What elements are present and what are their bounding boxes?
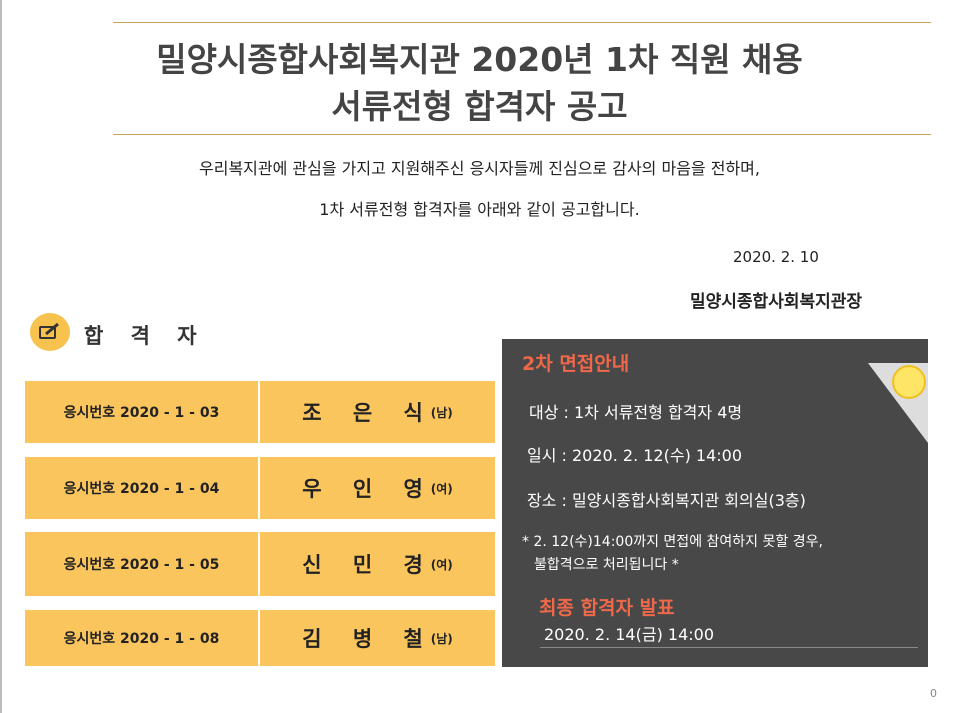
candidate-id: 응시번호 2020 - 1 - 04 (25, 457, 258, 519)
interview-title: 2차 면접안내 (522, 353, 630, 375)
candidate-row: 응시번호 2020 - 1 - 08 김 병 철 (남) (25, 610, 495, 666)
lemon-icon (892, 365, 926, 399)
candidate-row: 응시번호 2020 - 1 - 04 우 인 영 (여) (25, 457, 495, 519)
interview-datetime: 일시 : 2020. 2. 12(수) 14:00 (527, 446, 743, 465)
candidate-name-cell: 조 은 식 (남) (260, 381, 495, 443)
candidate-name: 조 은 식 (302, 401, 435, 425)
candidate-id: 응시번호 2020 - 1 - 03 (25, 381, 258, 443)
left-border (0, 0, 2, 713)
candidate-name-cell: 김 병 철 (남) (260, 610, 495, 666)
title-divider (113, 134, 931, 135)
candidate-gender: (남) (430, 405, 453, 420)
interview-place: 장소 : 밀양시종합사회복지관 회의실(3층) (527, 491, 806, 510)
final-underline (540, 647, 918, 648)
candidate-name: 우 인 영 (302, 477, 435, 501)
candidate-row: 응시번호 2020 - 1 - 03 조 은 식 (남) (25, 381, 495, 443)
final-date: 2020. 2. 14(금) 14:00 (544, 625, 715, 644)
candidate-name: 신 민 경 (302, 553, 435, 577)
interview-target: 대상 : 1차 서류전형 합격자 4명 (529, 403, 743, 422)
signer: 밀양시종합사회복지관장 (690, 292, 863, 312)
interview-panel: 2차 면접안내 대상 : 1차 서류전형 합격자 4명 일시 : 2020. 2… (502, 339, 928, 667)
candidate-row: 응시번호 2020 - 1 - 05 신 민 경 (여) (25, 532, 495, 596)
page-title-line2: 서류전형 합격자 공고 (331, 87, 628, 126)
candidate-id: 응시번호 2020 - 1 - 05 (25, 532, 258, 596)
candidate-id: 응시번호 2020 - 1 - 08 (25, 610, 258, 666)
section-title: 합 격 자 (84, 324, 207, 348)
intro-line1: 우리복지관에 관심을 가지고 지원해주신 응시자들께 진심으로 감사의 마음을 … (199, 159, 760, 178)
intro-line2: 1차 서류전형 합격자를 아래와 같이 공고합니다. (319, 200, 640, 219)
candidate-gender: (여) (430, 557, 453, 572)
interview-note1: * 2. 12(수)14:00까지 면접에 참여하지 못할 경우, (522, 534, 823, 550)
candidate-gender: (남) (430, 631, 453, 646)
edit-icon (30, 313, 70, 351)
candidate-name-cell: 신 민 경 (여) (260, 532, 495, 596)
page-title-line1: 밀양시종합사회복지관 2020년 1차 직원 채용 (156, 40, 803, 79)
top-divider (113, 22, 931, 23)
interview-note2: 불합격으로 처리됩니다 * (534, 557, 679, 573)
announce-date: 2020. 2. 10 (733, 248, 819, 266)
final-title: 최종 합격자 발표 (539, 597, 675, 619)
candidate-name: 김 병 철 (302, 627, 435, 651)
candidate-name-cell: 우 인 영 (여) (260, 457, 495, 519)
candidate-gender: (여) (430, 481, 453, 496)
page-number: 0 (930, 687, 937, 700)
